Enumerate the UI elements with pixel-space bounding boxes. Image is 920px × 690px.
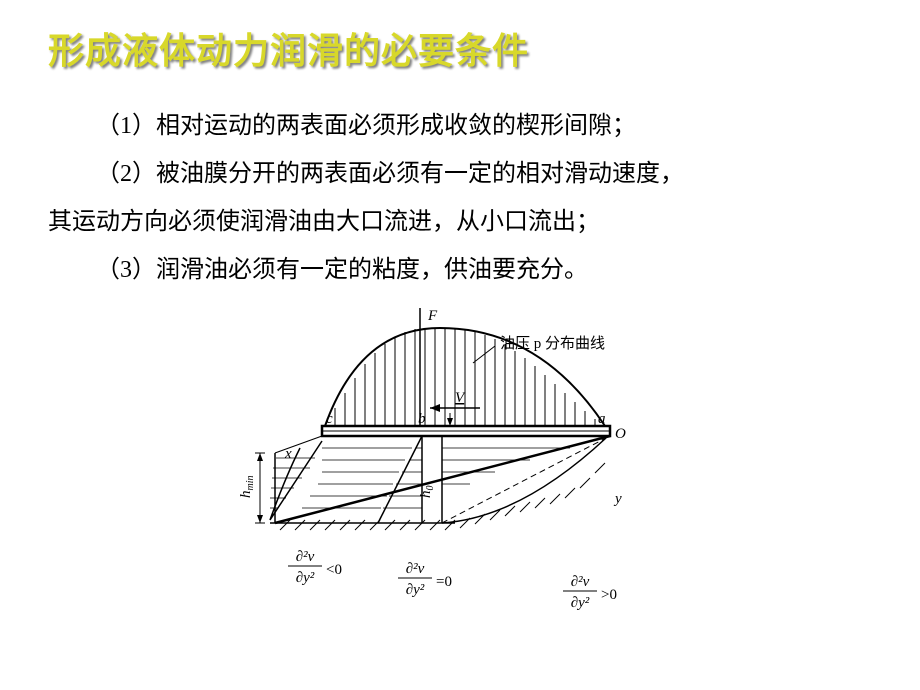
paragraph-2a: （2）被油膜分开的两表面必须有一定的相对滑动速度， bbox=[48, 150, 872, 198]
eq-mid: ∂²v ∂y² =0 bbox=[398, 561, 452, 598]
label-b: b bbox=[418, 411, 426, 427]
paragraph-1: （1）相对运动的两表面必须形成收敛的楔形间隙； bbox=[48, 102, 872, 150]
paragraph-2b: 其运动方向必须使润滑油由大口流进，从小口流出； bbox=[48, 198, 872, 246]
label-c: c bbox=[326, 411, 333, 427]
label-F: F bbox=[427, 308, 438, 324]
slide-title: 形成液体动力润滑的必要条件 bbox=[0, 0, 920, 74]
svg-text:∂y²: ∂y² bbox=[296, 570, 315, 586]
svg-text:>0: >0 bbox=[601, 587, 617, 603]
label-a: a bbox=[598, 411, 606, 427]
label-V: V bbox=[455, 390, 466, 406]
diagram-container: F bbox=[0, 298, 920, 638]
svg-text:<0: <0 bbox=[326, 562, 342, 578]
svg-text:∂y²: ∂y² bbox=[571, 595, 590, 611]
eq-left: ∂²v ∂y² <0 bbox=[288, 549, 342, 586]
label-pressure-curve: 油压 p 分布曲线 bbox=[500, 335, 605, 352]
hydrodynamic-lubrication-diagram: F bbox=[210, 298, 710, 638]
paragraph-3: （3）润滑油必须有一定的粘度，供油要充分。 bbox=[48, 246, 872, 294]
eq-right: ∂²v ∂y² >0 bbox=[563, 574, 617, 611]
svg-text:∂²v: ∂²v bbox=[406, 561, 425, 577]
label-h0: h0 bbox=[418, 486, 436, 499]
svg-text:∂²v: ∂²v bbox=[296, 549, 315, 565]
svg-text:∂²v: ∂²v bbox=[571, 574, 590, 590]
label-y: y bbox=[613, 491, 622, 507]
label-hmin: hmin bbox=[238, 476, 256, 499]
svg-text:=0: =0 bbox=[436, 574, 452, 590]
svg-text:∂y²: ∂y² bbox=[406, 582, 425, 598]
body-text: （1）相对运动的两表面必须形成收敛的楔形间隙； （2）被油膜分开的两表面必须有一… bbox=[0, 74, 920, 294]
label-O: O bbox=[615, 426, 626, 442]
